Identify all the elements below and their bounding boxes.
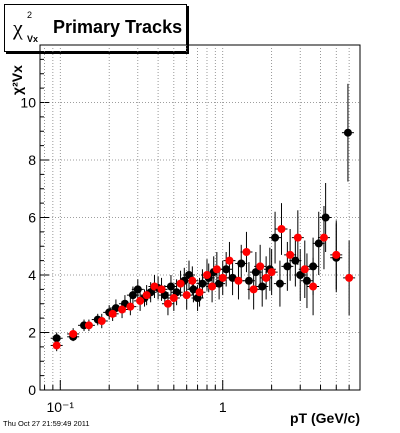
red-data-point <box>97 317 106 325</box>
red-data-point <box>345 273 354 282</box>
y-tick-label: 6 <box>28 210 36 226</box>
red-data-point <box>293 233 302 242</box>
y-tick-label: 10 <box>20 95 36 111</box>
black-data-point <box>128 291 137 300</box>
red-data-point <box>332 250 341 259</box>
title-subscript: Vx <box>27 34 39 44</box>
y-tick-label: 8 <box>28 152 36 168</box>
black-data-point <box>314 239 323 248</box>
red-data-point <box>188 276 197 285</box>
red-data-point <box>163 299 172 308</box>
red-data-point <box>212 265 221 274</box>
title-chi-symbol: χ <box>13 15 23 40</box>
y-tick-label: 4 <box>28 267 36 283</box>
black-data-point <box>237 259 246 268</box>
red-data-point <box>242 248 251 256</box>
y-tick-label: 0 <box>28 382 36 398</box>
black-data-point <box>189 285 198 294</box>
red-data-point <box>126 302 135 311</box>
black-data-point <box>244 276 253 285</box>
black-data-point <box>296 271 305 279</box>
red-data-point <box>267 268 276 277</box>
red-data-point <box>150 282 159 291</box>
red-data-point <box>225 256 234 265</box>
black-data-point <box>198 279 207 288</box>
red-data-point <box>195 288 204 297</box>
red-data-point <box>84 321 93 330</box>
red-data-point <box>118 305 127 314</box>
red-data-point <box>169 294 178 302</box>
black-data-point <box>343 128 352 137</box>
red-data-point <box>52 341 61 350</box>
red-data-point <box>256 262 265 271</box>
red-data-point <box>286 250 295 259</box>
black-data-point <box>321 213 330 222</box>
red-data-point <box>142 291 151 300</box>
black-data-point <box>283 262 292 271</box>
y-axis-label: χ²Vx <box>9 65 25 95</box>
black-data-point <box>275 279 284 288</box>
title-text: Primary Tracks <box>53 17 183 37</box>
black-data-point <box>302 276 311 285</box>
red-data-point <box>108 309 117 318</box>
timestamp-footer: Thu Oct 27 21:59:49 2011 <box>3 419 90 428</box>
title-superscript: 2 <box>27 10 33 20</box>
red-data-point <box>157 285 166 294</box>
x-tick-label: 10⁻¹ <box>46 399 74 415</box>
plot-title-box: χ 2 Vx Primary Tracks <box>4 4 187 52</box>
black-data-point <box>166 282 175 291</box>
red-data-point <box>208 282 217 291</box>
red-data-point <box>136 296 145 305</box>
red-data-point <box>319 233 328 242</box>
black-data-point <box>271 233 280 242</box>
red-data-point <box>300 265 309 274</box>
red-data-point <box>309 282 318 291</box>
red-data-point <box>249 285 258 294</box>
y-tick-label: 2 <box>28 325 36 341</box>
black-data-point <box>222 265 231 274</box>
x-tick-label: 1 <box>219 399 227 415</box>
red-data-point <box>176 279 185 288</box>
red-data-point <box>218 273 227 282</box>
red-data-point <box>69 329 78 338</box>
red-data-point <box>262 273 271 282</box>
red-data-point <box>202 271 211 279</box>
black-data-point <box>52 334 61 343</box>
x-axis-label: pT (GeV/c) <box>290 410 360 426</box>
red-data-point <box>182 291 191 300</box>
red-data-point <box>277 225 286 233</box>
red-data-point <box>234 276 243 285</box>
